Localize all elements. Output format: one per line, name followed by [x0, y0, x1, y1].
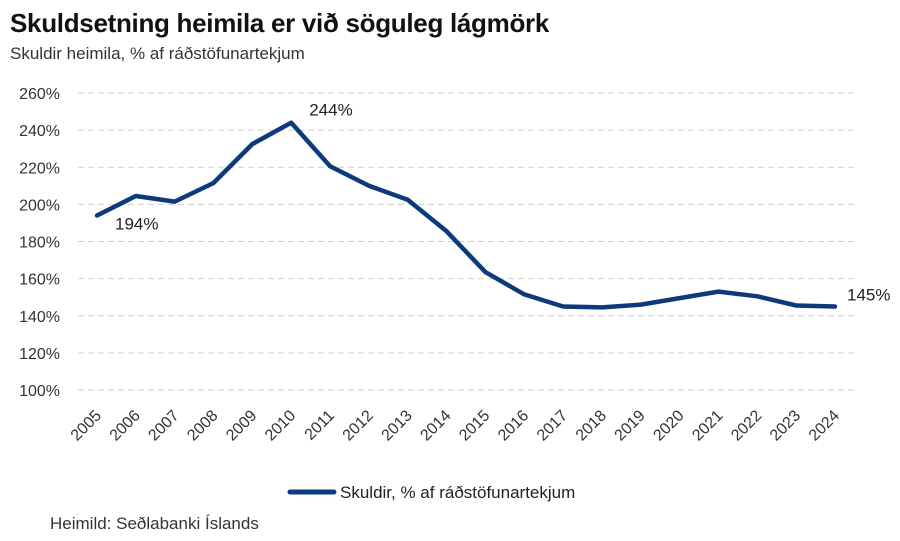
- x-tick-label: 2005: [68, 407, 105, 444]
- y-axis-tick-labels: 100% 120% 140% 160% 180% 200% 220% 240% 260%: [19, 86, 60, 400]
- chart-subtitle: Skuldir heimila, % af ráðstöfunartekjum: [10, 44, 305, 63]
- x-tick-label: 2006: [107, 407, 144, 444]
- y-tick-label: 200%: [19, 197, 60, 214]
- x-tick-label: 2023: [767, 407, 804, 444]
- gridlines: [78, 92, 855, 391]
- x-tick-label: 2022: [728, 407, 765, 444]
- y-tick-label: 240%: [19, 123, 60, 140]
- y-tick-label: 100%: [19, 383, 60, 400]
- series-lines: [94, 120, 838, 310]
- y-tick-label: 120%: [19, 346, 60, 363]
- x-tick-label: 2021: [689, 407, 726, 444]
- data-label: 145%: [847, 285, 890, 304]
- y-tick-label: 160%: [19, 272, 60, 289]
- y-tick-label: 180%: [19, 235, 60, 252]
- x-tick-label: 2020: [650, 407, 687, 444]
- x-tick-label: 2014: [417, 407, 454, 444]
- x-tick-label: 2009: [223, 407, 260, 444]
- y-tick-label: 260%: [19, 86, 60, 103]
- x-tick-label: 2018: [573, 407, 610, 444]
- x-axis-tick-labels: 2005 2006 2007 2008 2009 2010 2011 2012 2013 2014…: [68, 407, 843, 444]
- x-tick-label: 2007: [145, 407, 182, 444]
- x-tick-label: 2012: [340, 407, 377, 444]
- legend-label: Skuldir, % af ráðstöfunartekjum: [340, 483, 575, 502]
- data-labels: 194% 244% 145%: [115, 101, 890, 305]
- source-note: Heimild: Seðlabanki Íslands: [50, 514, 259, 533]
- chart-title: Skuldsetning heimila er við söguleg lágm…: [10, 8, 550, 38]
- x-tick-label: 2016: [495, 407, 532, 444]
- data-label: 244%: [309, 101, 352, 120]
- x-tick-label: 2008: [184, 407, 221, 444]
- x-tick-label: 2010: [262, 407, 299, 444]
- x-tick-label: 2011: [302, 407, 338, 443]
- x-tick-label: 2019: [612, 407, 649, 444]
- x-tick-label: 2024: [806, 407, 843, 444]
- x-tick-label: 2017: [534, 407, 571, 444]
- x-tick-label: 2013: [379, 407, 416, 444]
- x-tick-label: 2015: [456, 407, 493, 444]
- y-tick-label: 220%: [19, 160, 60, 177]
- legend: Skuldir, % af ráðstöfunartekjum: [287, 483, 575, 502]
- data-label: 194%: [115, 215, 158, 234]
- y-tick-label: 140%: [19, 309, 60, 326]
- series-line: [94, 120, 838, 310]
